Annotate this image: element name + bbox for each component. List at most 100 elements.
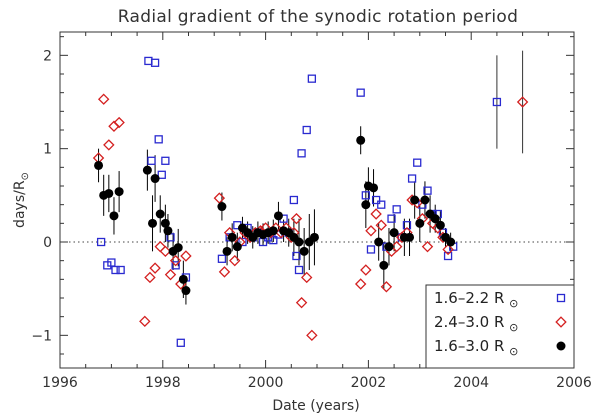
data-point-open-diamond: [295, 296, 308, 309]
data-point-open-diamond: [290, 212, 303, 225]
data-point-filled-circle: [430, 214, 440, 224]
data-point-filled-circle: [217, 202, 227, 212]
data-point-open-diamond: [390, 240, 403, 253]
data-point-open-square: [161, 156, 170, 165]
legend: 1.6–2.2 R ⊙2.4–3.0 R ⊙1.6–3.0 R ⊙: [425, 284, 575, 369]
legend-marker-open-square: [556, 293, 566, 303]
data-point-open-diamond: [218, 266, 231, 278]
data-point-open-square: [150, 58, 160, 67]
data-point-open-square: [176, 338, 185, 347]
data-point-open-diamond: [169, 254, 182, 267]
data-point-open-diamond: [103, 139, 115, 151]
data-point-filled-circle: [384, 242, 394, 252]
data-point-open-square: [413, 158, 422, 167]
x-tick-label: 2004: [453, 375, 489, 391]
data-point-filled-circle: [94, 160, 104, 170]
data-point-open-square: [492, 97, 502, 107]
data-point-open-square: [147, 156, 156, 165]
legend-label: 2.4–3.0 R ⊙: [434, 313, 518, 334]
legend-label-sub: ⊙: [509, 297, 518, 310]
data-point-open-diamond: [380, 281, 393, 293]
data-point-open-square: [423, 186, 432, 195]
y-axis-label-text: days/R: [12, 180, 28, 228]
data-point-open-square: [297, 149, 306, 158]
data-point-open-square: [269, 235, 278, 245]
legend-marker-open-diamond: [555, 316, 567, 328]
data-point-open-square: [111, 265, 120, 275]
data-point-filled-circle: [232, 242, 242, 252]
y-axis-label: days/R⊙: [12, 172, 31, 228]
data-point-filled-circle: [222, 246, 232, 256]
data-point-filled-circle: [163, 226, 173, 236]
data-point-open-square: [292, 251, 301, 261]
data-point-open-diamond: [159, 245, 172, 258]
data-point-filled-circle: [173, 243, 183, 253]
data-point-open-diamond: [213, 192, 226, 204]
data-point-filled-circle: [415, 218, 425, 228]
data-point-filled-circle: [356, 135, 366, 145]
x-tick-label: 2002: [351, 375, 387, 391]
y-tick-label: 0: [43, 235, 52, 251]
legend-label-text: 1.6–3.0 R: [434, 337, 509, 355]
data-point-open-square: [371, 195, 381, 205]
data-point-filled-circle: [227, 232, 237, 242]
data-point-filled-circle: [369, 183, 379, 193]
chart-title: Radial gradient of the synodic rotation …: [118, 7, 518, 27]
data-point-open-diamond: [144, 271, 156, 284]
data-point-open-diamond: [180, 250, 192, 262]
data-point-filled-circle: [435, 220, 445, 230]
x-tick-label: 1996: [42, 375, 78, 391]
data-point-open-diamond: [154, 240, 166, 253]
data-point-filled-circle: [181, 286, 191, 296]
x-axis-label: Date (years): [272, 398, 359, 414]
y-tick-label: 1: [43, 142, 52, 158]
data-point-filled-circle: [268, 226, 278, 236]
data-point-filled-circle: [420, 195, 430, 205]
data-point-open-square: [289, 195, 299, 205]
data-point-open-diamond: [354, 278, 367, 290]
legend-marker-filled-circle: [556, 341, 566, 351]
data-point-open-diamond: [516, 96, 529, 108]
data-point-open-diamond: [229, 254, 241, 267]
data-point-open-square: [294, 265, 304, 275]
data-point-filled-circle: [374, 237, 384, 247]
legend-label: 1.6–3.0 R ⊙: [434, 337, 518, 358]
data-point-open-diamond: [301, 271, 313, 284]
x-tick-label: 1998: [145, 375, 181, 391]
data-point-filled-circle: [150, 174, 160, 184]
data-point-open-diamond: [360, 264, 372, 276]
data-point-filled-circle: [104, 188, 114, 198]
legend-label: 1.6–2.2 R ⊙: [434, 289, 518, 310]
legend-label-text: 2.4–3.0 R: [434, 313, 509, 331]
data-point-open-diamond: [97, 93, 110, 105]
legend-label-sub: ⊙: [509, 345, 518, 358]
data-point-open-square: [217, 254, 227, 263]
data-point-open-diamond: [375, 219, 387, 231]
data-point-filled-circle: [178, 274, 188, 284]
error-bars: [98, 50, 524, 305]
data-point-filled-circle: [309, 232, 319, 242]
x-tick-label: 2006: [556, 375, 592, 391]
y-tick-label: −1: [31, 328, 52, 344]
data-point-open-diamond: [365, 225, 377, 237]
data-point-filled-circle: [361, 200, 371, 210]
data-point-open-square: [144, 56, 153, 66]
legend-label-sub: ⊙: [509, 321, 518, 334]
svg-text:days/R⊙: days/R⊙: [12, 172, 31, 228]
data-markers: [92, 56, 529, 347]
data-point-open-square: [356, 88, 365, 97]
data-point-open-square: [407, 174, 417, 183]
data-point-filled-circle: [379, 260, 389, 270]
data-point-filled-circle: [299, 246, 309, 256]
data-point-open-diamond: [421, 240, 434, 253]
data-point-open-diamond: [139, 315, 151, 328]
data-point-filled-circle: [148, 218, 158, 228]
data-point-open-diamond: [164, 268, 177, 281]
y-axis-label-sub: ⊙: [20, 172, 31, 180]
data-point-filled-circle: [273, 211, 283, 221]
data-point-open-square: [157, 170, 166, 179]
data-point-open-diamond: [442, 243, 454, 256]
data-point-filled-circle: [389, 228, 399, 238]
data-point-open-square: [171, 261, 180, 270]
